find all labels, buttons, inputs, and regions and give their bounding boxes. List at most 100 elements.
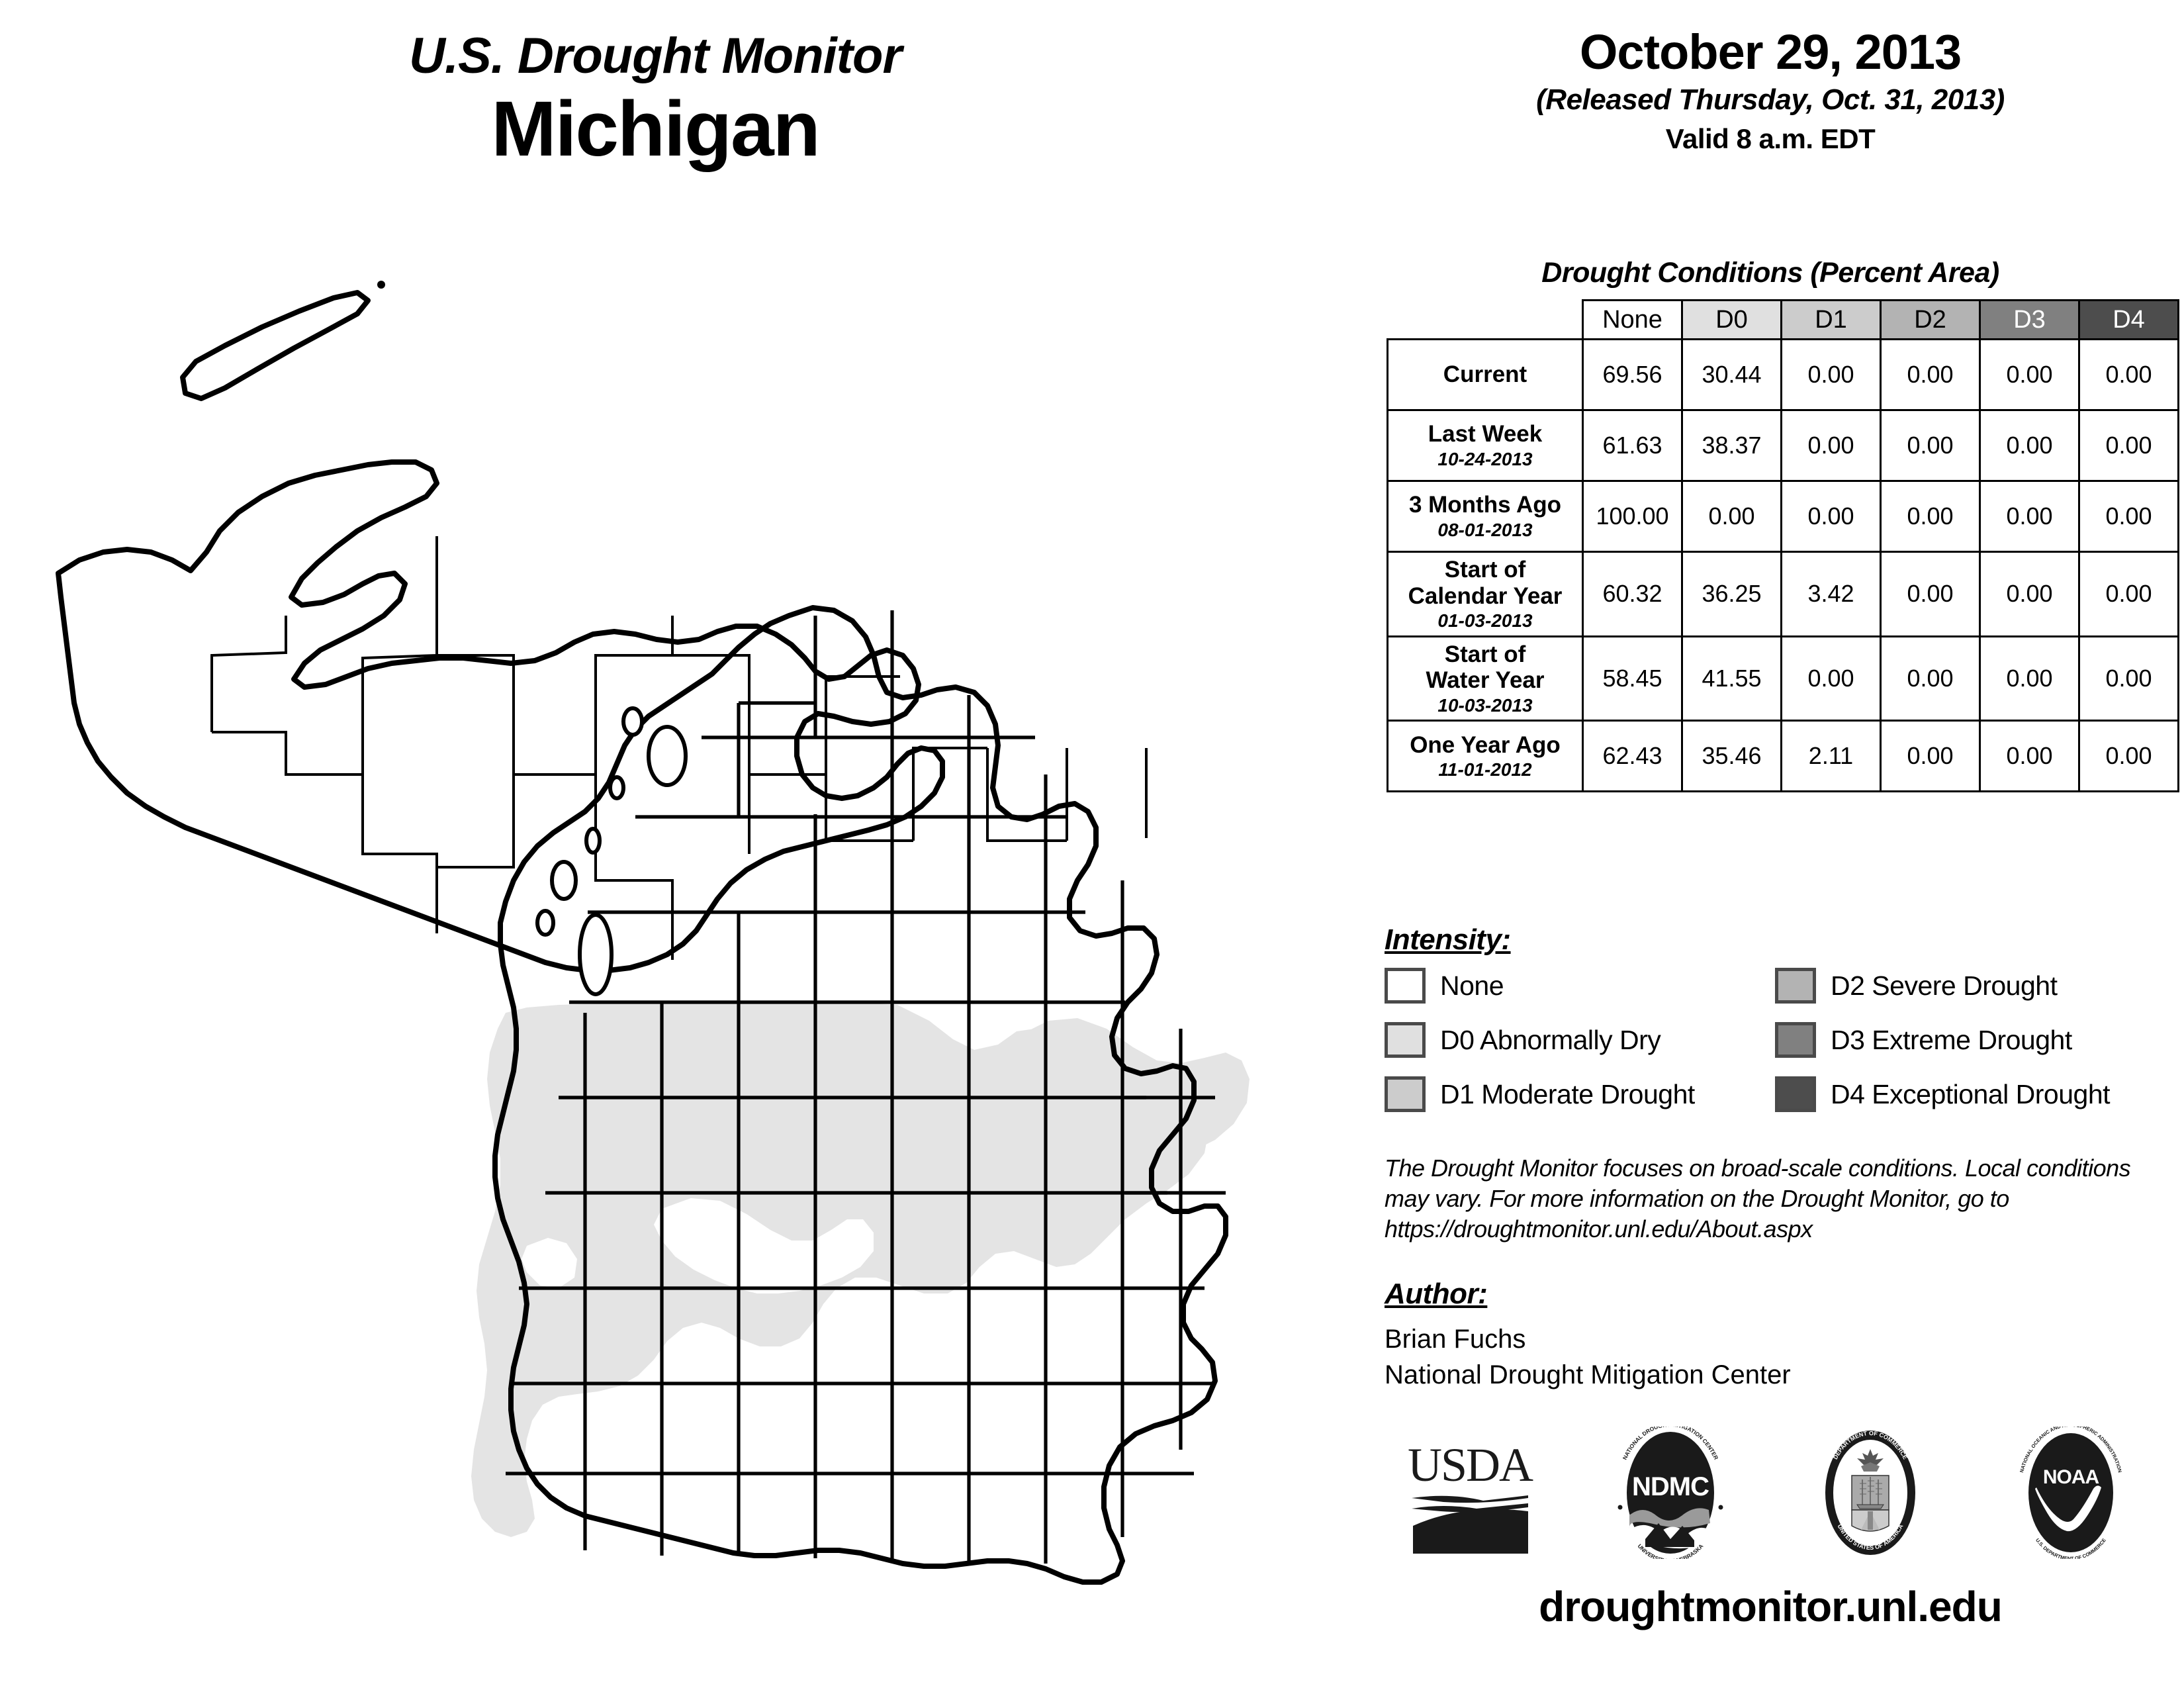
column-header-d2: D2 — [1880, 299, 1981, 340]
cell-d4: 0.00 — [2078, 480, 2179, 553]
cell-none: 60.32 — [1582, 551, 1683, 637]
cell-d2: 0.00 — [1880, 338, 1981, 411]
site-url[interactable]: droughtmonitor.unl.edu — [1539, 1583, 2003, 1630]
usda-logo: USDA — [1408, 1438, 1535, 1554]
cell-d0: 30.44 — [1681, 338, 1782, 411]
table-header-row: None D0 D1 D2 D3 D4 — [1388, 299, 2179, 340]
d0-shaded-region — [471, 1002, 1250, 1537]
column-header-none: None — [1582, 299, 1683, 340]
column-header-d0: D0 — [1681, 299, 1782, 340]
ndmc-logo: NDMC NATIONAL DROUGHT MITIGATION CENTER … — [1617, 1427, 1723, 1559]
table-body: Current 69.56 30.44 0.00 0.00 0.00 0.00 Last We… — [1387, 338, 2179, 793]
row-date: 01-03-2013 — [1437, 610, 1533, 632]
cell-d1: 2.11 — [1780, 720, 1882, 793]
cell-d1: 0.00 — [1780, 338, 1882, 411]
cell-d4: 0.00 — [2078, 720, 2179, 793]
cell-d4: 0.00 — [2078, 409, 2179, 482]
cell-d0: 35.46 — [1681, 720, 1782, 793]
intensity-legend: None D2 Severe Drought D0 Abnormally Dry D3… — [1385, 968, 2179, 1112]
date-block: October 29, 2013 (Released Thursday, Oct… — [1357, 26, 2184, 155]
page-title-state: Michigan — [491, 85, 820, 173]
legend-label-d0: D0 Abnormally Dry — [1440, 1024, 1661, 1055]
title-block: U.S. Drought Monitor Michigan — [0, 30, 1310, 170]
legend-swatch-d4 — [1775, 1076, 1816, 1112]
cell-d2: 0.00 — [1880, 635, 1981, 722]
legend-swatch-d3 — [1775, 1022, 1816, 1058]
table-row: Start of Calendar Year 01-03-2013 60.32 36.2… — [1387, 551, 2179, 637]
table-row: Current 69.56 30.44 0.00 0.00 0.00 0.00 — [1387, 338, 2179, 411]
page-title-program: U.S. Drought Monitor — [408, 28, 902, 84]
cell-d4: 0.00 — [2078, 551, 2179, 637]
legend-swatch-d2 — [1775, 968, 1816, 1004]
legend-item-none: None — [1385, 968, 1775, 1004]
table-row: One Year Ago 11-01-2012 62.43 35.46 2.11 0.00… — [1387, 720, 2179, 793]
lake-michigan-islands — [535, 706, 688, 996]
legend-label-none: None — [1440, 970, 1504, 1001]
cell-d3: 0.00 — [1979, 338, 2080, 411]
cell-d1: 0.00 — [1780, 480, 1882, 553]
thumb-county-lines — [1125, 1096, 1226, 1195]
isle-royale-outline — [180, 290, 371, 401]
cell-d3: 0.00 — [1979, 635, 2080, 722]
cell-d3: 0.00 — [1979, 720, 2080, 793]
column-header-d4: D4 — [2078, 299, 2179, 340]
row-label: Last Week 10-24-2013 — [1387, 409, 1584, 482]
row-date: 10-03-2013 — [1437, 694, 1533, 716]
michigan-drought-map[interactable] — [40, 218, 1337, 1642]
cell-d3: 0.00 — [1979, 551, 2080, 637]
legend-label-d2: D2 Severe Drought — [1831, 970, 2058, 1001]
author-affiliation: National Drought Mitigation Center — [1385, 1360, 1791, 1390]
legend-swatch-d1 — [1385, 1076, 1426, 1112]
legend-label-d4: D4 Exceptional Drought — [1831, 1078, 2111, 1109]
cell-d0: 0.00 — [1681, 480, 1782, 553]
cell-d3: 0.00 — [1979, 409, 2080, 482]
row-label: Start of Water Year 10-03-2013 — [1387, 635, 1584, 722]
table-row: 3 Months Ago 08-01-2013 100.00 0.00 0.00 0.00… — [1387, 480, 2179, 553]
row-date: 10-24-2013 — [1437, 448, 1533, 469]
right-column: October 29, 2013 (Released Thursday, Oct… — [1357, 0, 2184, 1688]
column-header-d3: D3 — [1979, 299, 2080, 340]
intensity-heading: Intensity: — [1385, 923, 1511, 956]
cell-none: 58.45 — [1582, 635, 1683, 722]
map-svg — [40, 218, 1337, 1642]
legend-item-d3: D3 Extreme Drought — [1775, 1022, 2179, 1058]
row-label: Current — [1387, 338, 1584, 411]
legend-item-d1: D1 Moderate Drought — [1385, 1076, 1775, 1112]
isle-royale-islet — [377, 281, 385, 289]
cell-d0: 36.25 — [1681, 551, 1782, 637]
cell-d1: 0.00 — [1780, 635, 1882, 722]
cell-d4: 0.00 — [2078, 338, 2179, 411]
valid-time: Valid 8 a.m. EDT — [1665, 123, 1876, 155]
author-block: Brian Fuchs National Drought Mitigation … — [1385, 1321, 1791, 1393]
cell-d0: 41.55 — [1681, 635, 1782, 722]
cell-d1: 0.00 — [1780, 409, 1882, 482]
cell-none: 61.63 — [1582, 409, 1683, 482]
cell-d1: 3.42 — [1780, 551, 1882, 637]
cell-none: 69.56 — [1582, 338, 1683, 411]
cell-d3: 0.00 — [1979, 480, 2080, 553]
author-name: Brian Fuchs — [1385, 1325, 1526, 1354]
table-caption: Drought Conditions (Percent Area) — [1541, 257, 1999, 289]
legend-swatch-none — [1385, 968, 1426, 1004]
cell-none: 100.00 — [1582, 480, 1683, 553]
agency-logos: USDA NDMC NATIONAL DROUGHT MITIGATION CE… — [1370, 1417, 2171, 1569]
row-date: 08-01-2013 — [1437, 519, 1533, 540]
drought-conditions-table: None D0 D1 D2 D3 D4 Current 69.56 30.44 0.0… — [1387, 299, 2179, 793]
legend-item-d2: D2 Severe Drought — [1775, 968, 2179, 1004]
cell-d2: 0.00 — [1880, 409, 1981, 482]
commerce-seal-logo: DEPARTMENT OF COMMERCE UNITED STATES OF … — [1825, 1430, 1916, 1555]
legend-item-d4: D4 Exceptional Drought — [1775, 1076, 2179, 1112]
legend-swatch-d0 — [1385, 1022, 1426, 1058]
cell-d2: 0.00 — [1880, 551, 1981, 637]
svg-text:NOAA: NOAA — [2043, 1466, 2099, 1488]
row-label: Start of Calendar Year 01-03-2013 — [1387, 551, 1584, 637]
table-corner-cell — [1388, 301, 1583, 340]
cell-none: 62.43 — [1582, 720, 1683, 793]
disclaimer-text: The Drought Monitor focuses on broad-sca… — [1385, 1154, 2131, 1243]
released-date: (Released Thursday, Oct. 31, 2013) — [1536, 83, 2005, 117]
row-label: One Year Ago 11-01-2012 — [1387, 720, 1584, 793]
lower-peninsula-outline — [492, 605, 1228, 1585]
legend-label-d3: D3 Extreme Drought — [1831, 1024, 2072, 1055]
lp-county-lines — [506, 610, 1212, 1564]
legend-item-d0: D0 Abnormally Dry — [1385, 1022, 1775, 1058]
